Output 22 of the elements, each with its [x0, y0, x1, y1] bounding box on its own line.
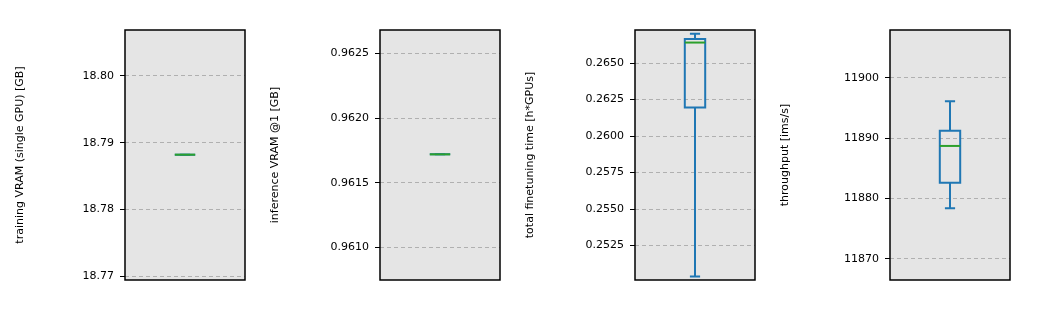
y-tick-label: 0.2550 [585, 201, 624, 215]
y-tick-label: 18.77 [82, 268, 114, 282]
y-tick-label: 11870 [844, 251, 879, 265]
y-tick-label: 11900 [844, 70, 879, 84]
y-axis-title: throughput [ims/s] [778, 103, 792, 207]
y-tick-label: 0.2575 [585, 165, 624, 179]
y-tick-label: 0.9610 [330, 240, 369, 254]
y-tick-label: 0.9620 [330, 110, 369, 124]
y-tick-label: 0.9615 [330, 175, 369, 189]
y-tick-label: 18.80 [82, 68, 114, 82]
y-tick-label: 0.2650 [585, 55, 624, 69]
y-tick-label: 11880 [844, 191, 879, 205]
y-tick-label: 11890 [844, 130, 879, 144]
y-tick-label: 18.78 [82, 202, 114, 216]
y-tick-label: 0.2525 [585, 238, 624, 252]
y-tick-label: 0.9625 [330, 46, 369, 60]
y-axis-title: training VRAM (single GPU) [GB] [13, 66, 27, 244]
y-axis-title: total finetuning time [h*GPUs] [523, 71, 537, 239]
y-tick-label: 18.79 [82, 135, 114, 149]
y-tick-label: 0.2600 [585, 128, 624, 142]
y-tick-label: 0.2625 [585, 92, 624, 106]
y-axis-title: inference VRAM @1 [GB] [268, 86, 282, 224]
